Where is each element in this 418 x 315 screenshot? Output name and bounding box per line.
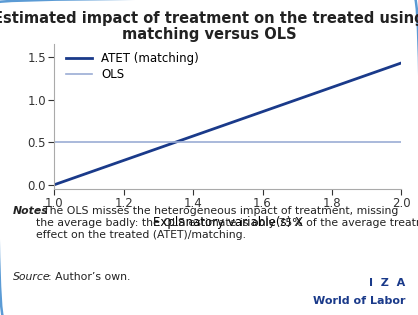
Text: I  Z  A: I Z A (369, 278, 405, 288)
Text: : Author’s own.: : Author’s own. (48, 272, 130, 283)
Text: Estimated impact of treatment on the treated using: Estimated impact of treatment on the tre… (0, 11, 418, 26)
Legend: ATET (matching), OLS: ATET (matching), OLS (64, 50, 201, 84)
Text: World of Labor: World of Labor (313, 295, 405, 306)
Text: matching versus OLS: matching versus OLS (122, 27, 296, 42)
X-axis label: Explanatory variable(s) X: Explanatory variable(s) X (153, 216, 303, 229)
Text: Notes: Notes (13, 206, 48, 216)
Text: : The OLS misses the heterogeneous impact of treatment, missing
the average badl: : The OLS misses the heterogeneous impac… (36, 206, 418, 239)
Text: Source: Source (13, 272, 50, 283)
